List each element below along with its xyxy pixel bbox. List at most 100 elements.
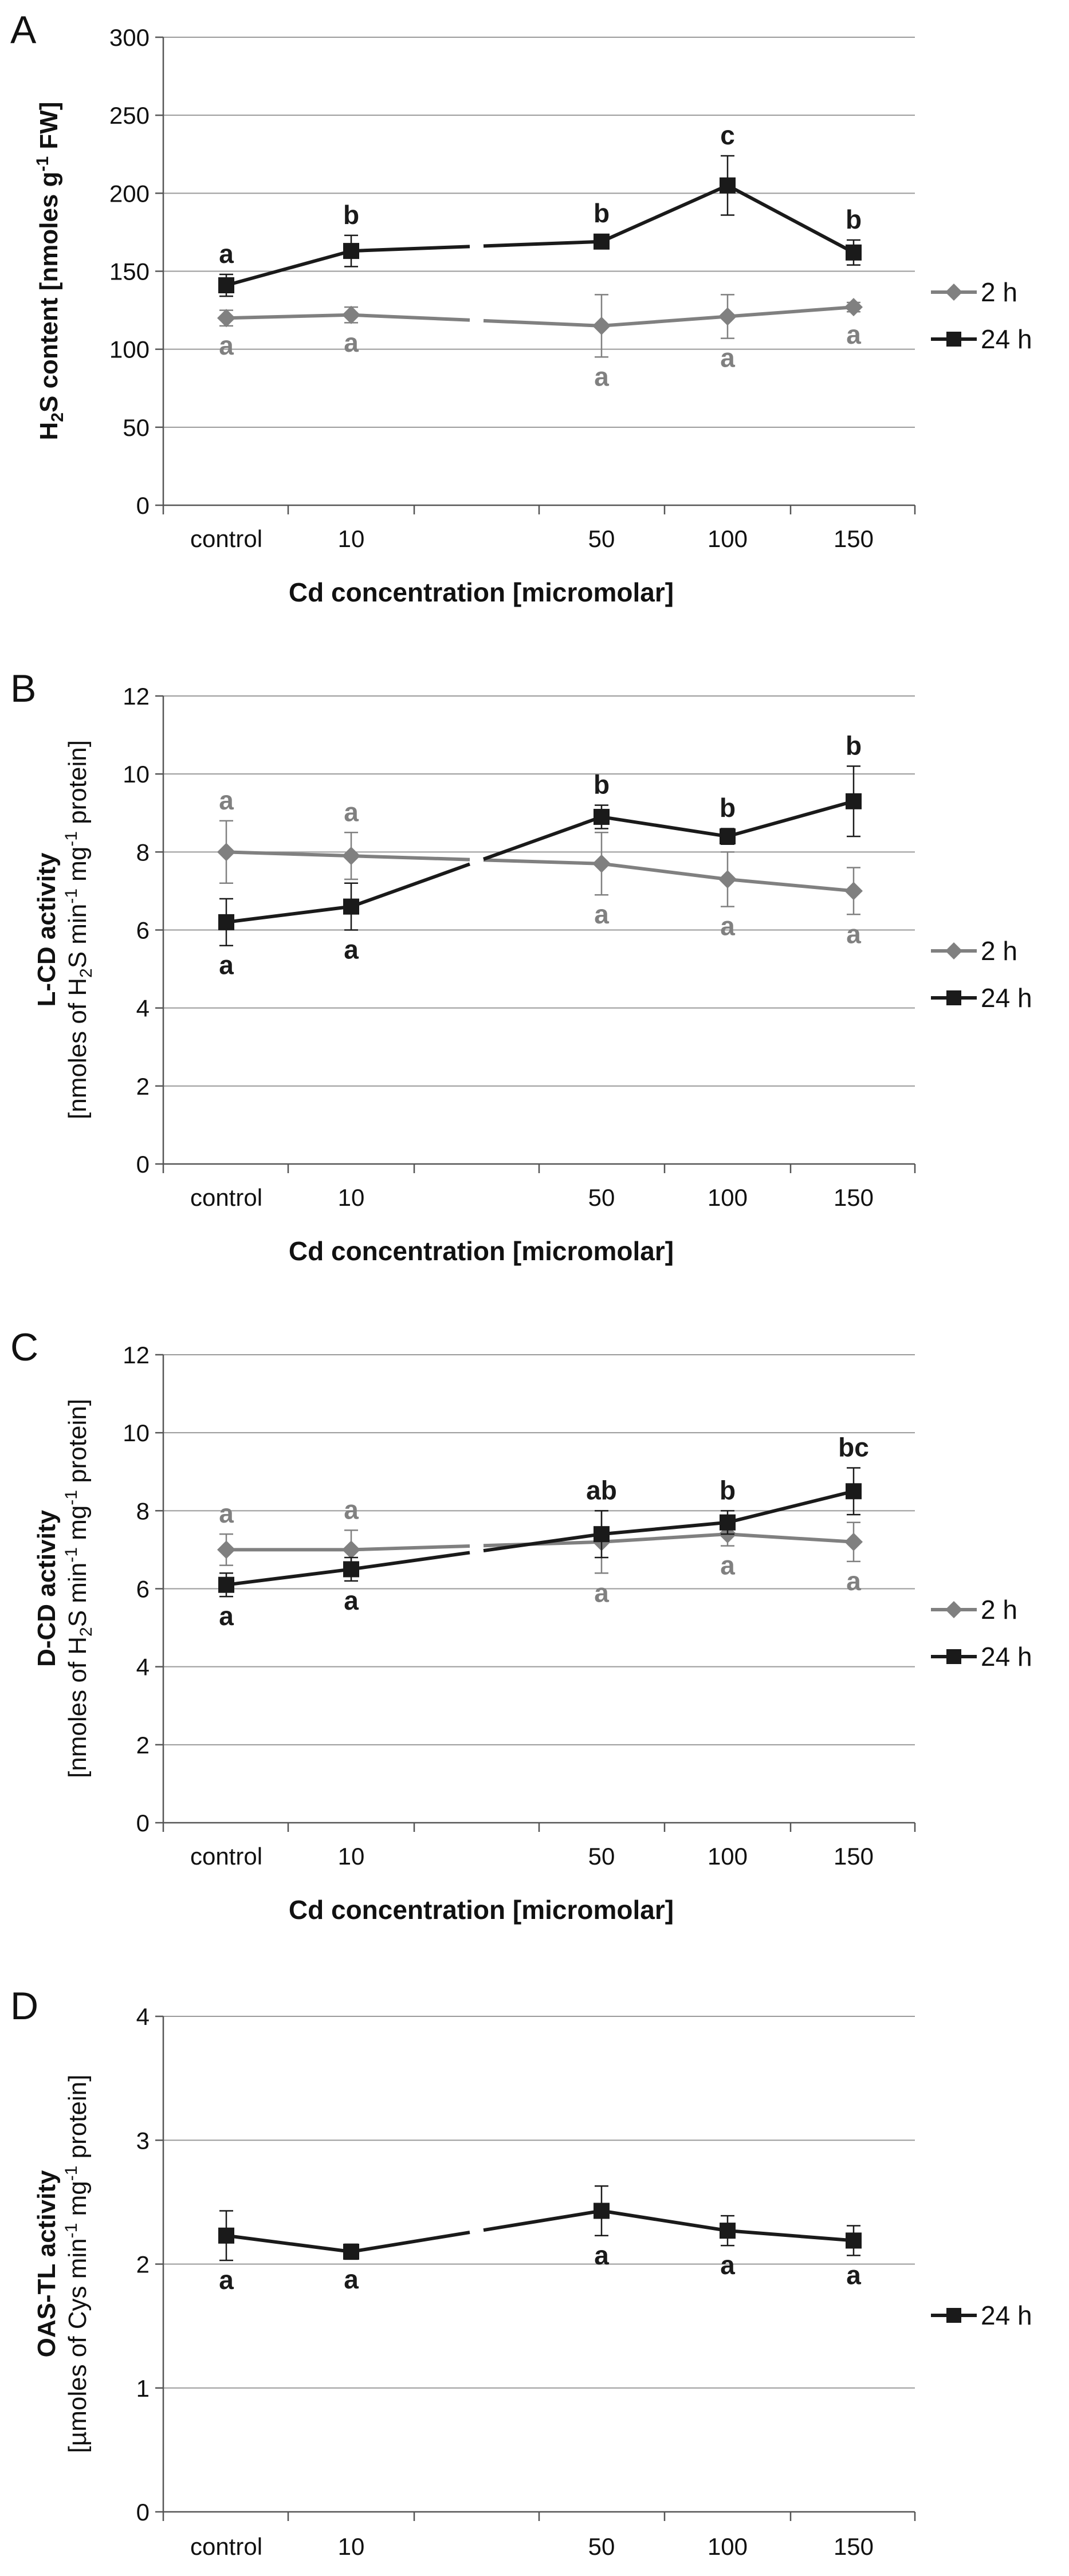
significance-label: c: [720, 120, 735, 150]
significance-label: a: [219, 1499, 234, 1528]
legend-entry: 2 h: [931, 1595, 1017, 1625]
data-point: [592, 854, 611, 873]
y-axis-label-part: [nmoles of H: [64, 978, 92, 1119]
series-line: [226, 850, 352, 858]
x-tick-label: control: [190, 525, 262, 552]
y-axis-label: [µmoles of Cys min-1 mg-1 protein]: [62, 2075, 92, 2453]
y-tick-label: 6: [136, 917, 150, 944]
legend-entry: 24 h: [931, 1642, 1032, 1672]
y-axis-label-part: L-CD activity: [33, 852, 61, 1006]
significance-label: a: [344, 2264, 359, 2294]
significance-label: bc: [838, 1432, 869, 1462]
significance-label: a: [219, 2265, 234, 2295]
x-tick-label: 100: [708, 525, 748, 552]
series-line: [226, 249, 352, 287]
chart-panel-c: C 0 2 4 6 8 10 12 control 10 50 100 150 Cd concentrat…: [10, 1326, 1032, 1925]
significance-label: a: [219, 239, 234, 269]
significance-label: a: [219, 950, 234, 980]
data-point: [844, 298, 863, 317]
significance-label: a: [720, 911, 735, 941]
x-tick-label: 50: [588, 525, 615, 552]
data-point: [844, 1532, 863, 1551]
significance-label: a: [594, 1578, 609, 1607]
y-axis-label-part: -1: [33, 156, 52, 172]
significance-label: a: [219, 1601, 234, 1631]
significance-label: a: [720, 2250, 735, 2280]
y-axis-label-part: protein]: [64, 740, 92, 831]
significance-label: a: [219, 785, 234, 815]
series-line: [226, 313, 352, 320]
y-axis-label: D-CD activity: [33, 1510, 61, 1667]
significance-label: a: [344, 328, 359, 357]
x-tick-label: 100: [708, 1843, 748, 1870]
y-tick-label: 0: [136, 2499, 150, 2526]
y-tick-label: 8: [136, 1497, 150, 1524]
significance-label: b: [720, 1475, 736, 1505]
data-point: [846, 1483, 862, 1500]
y-axis-label-part: -1: [62, 831, 81, 847]
significance-label: a: [594, 899, 609, 929]
x-axis-label: Cd concentration [micromolar]: [289, 577, 674, 607]
series-line: [226, 904, 352, 924]
y-tick-label: 1: [136, 2375, 150, 2402]
x-tick-label: 50: [588, 1843, 615, 1870]
y-tick-label: 4: [136, 995, 150, 1022]
series-2h: a a a a a: [217, 785, 863, 949]
y-tick-label: 2: [136, 2251, 150, 2278]
series-24h: a a b b b: [218, 731, 862, 980]
y-tick-label: 0: [136, 1810, 150, 1836]
chart-panel-b: B 0 2 4 6 8 10 12 control 10 50 100 150 Cd concentrat…: [10, 667, 1032, 1266]
y-axis-label-part: -1: [62, 888, 81, 904]
y-axis-label: OAS-TL activity: [33, 2170, 61, 2357]
y-axis-label-part: [nmoles of H: [64, 1637, 92, 1778]
data-point: [217, 309, 235, 328]
series-line: [483, 858, 602, 866]
data-point: [846, 2232, 862, 2249]
data-point: [718, 870, 737, 888]
y-axis-label-part: S min: [64, 1563, 92, 1627]
significance-label: a: [846, 919, 861, 949]
data-point: [846, 793, 862, 809]
y-axis-label-part: OAS-TL activity: [33, 2170, 61, 2357]
legend-label: 24 h: [981, 324, 1032, 354]
y-axis-label-part: D-CD activity: [33, 1510, 61, 1667]
x-tick-label: 10: [338, 525, 365, 552]
data-point: [718, 307, 737, 326]
chart-panel-d: D01234control1050100150Cd concentration …: [10, 1984, 1032, 2560]
significance-label: a: [219, 331, 234, 360]
y-axis-label: L-CD activity: [33, 852, 61, 1006]
series-24h: a b b c b: [218, 120, 862, 297]
legend-marker: [946, 990, 961, 1005]
x-tick-label: 50: [588, 2533, 615, 2560]
data-point: [342, 847, 360, 866]
y-tick-label: 0: [136, 1151, 150, 1178]
data-point: [720, 177, 736, 194]
y-tick-label: 8: [136, 839, 150, 866]
legend-entry: 2 h: [931, 936, 1017, 966]
significance-label: a: [720, 1551, 735, 1580]
y-axis-label-part: FW]: [35, 102, 63, 156]
legend-marker: [945, 1601, 962, 1618]
significance-label: b: [846, 204, 862, 234]
y-tick-label: 0: [136, 492, 150, 519]
panel-letter: D: [10, 1984, 38, 2028]
x-tick-label: 10: [338, 2533, 365, 2560]
series-line: [483, 318, 602, 328]
x-tick-label: 10: [338, 1843, 365, 1870]
y-tick-label: 3: [136, 2127, 150, 2154]
series-line: [483, 2209, 602, 2232]
legend-entry: 24 h: [931, 324, 1032, 354]
y-axis-label: [nmoles of H2S min-1 mg-1 protein]: [62, 1399, 96, 1778]
x-tick-label: 150: [834, 525, 874, 552]
x-tick-label: 50: [588, 1184, 615, 1211]
y-axis-label-part: -1: [62, 1547, 81, 1563]
y-axis-label-part: S min: [64, 904, 92, 968]
significance-label: a: [720, 343, 735, 373]
significance-label: a: [594, 361, 609, 391]
data-point: [844, 882, 863, 900]
y-axis-label-part: 2: [77, 1627, 96, 1637]
significance-label: a: [344, 1586, 359, 1615]
y-axis-label-part: protein]: [64, 2075, 92, 2166]
y-axis-label-part: 2: [48, 412, 67, 422]
